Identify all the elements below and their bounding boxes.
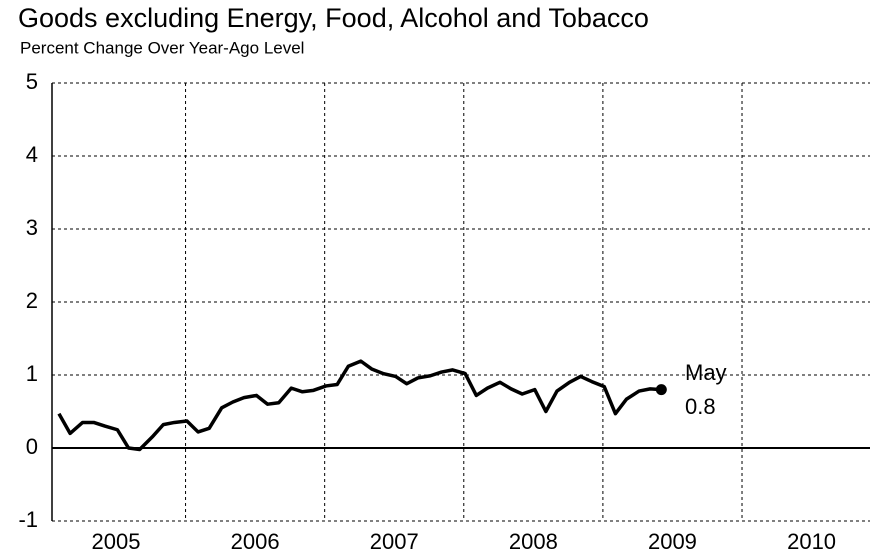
y-tick-label: 0 [26,434,38,459]
chart-title: Goods excluding Energy, Food, Alcohol an… [18,3,649,33]
y-tick-label: 3 [26,215,38,240]
y-tick-label: 1 [26,361,38,386]
chart-subtitle: Percent Change Over Year-Ago Level [20,38,304,57]
x-tick-label: 2007 [370,529,419,554]
x-tick-label: 2005 [92,529,141,554]
y-tick-label: -1 [18,507,38,532]
x-tick-label: 2008 [509,529,558,554]
annotation: 0.8 [685,394,716,419]
x-tick-label: 2006 [231,529,280,554]
x-tick-label: 2010 [787,529,836,554]
end-point [655,384,667,396]
line [57,359,662,452]
y-tick-label: 2 [26,288,38,313]
y-tick-label: 4 [26,142,38,167]
x-tick-label: 2009 [648,529,697,554]
y-tick-label: 5 [26,69,38,94]
annotation: May [685,360,727,385]
